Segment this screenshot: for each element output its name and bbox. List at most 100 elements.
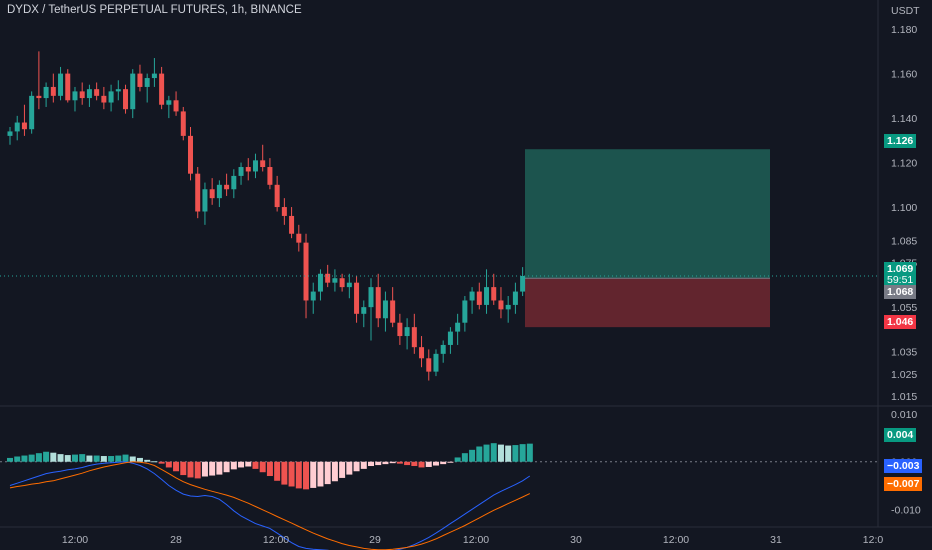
time-axis: 12:00 28 12:00 29 12:00 30 12:00 31 12:0 [62, 534, 884, 546]
histogram-bar [310, 461, 317, 488]
macd-tick-label: -0.010 [891, 504, 921, 516]
candle-body [469, 291, 475, 301]
candle-body [498, 300, 504, 310]
price-tick-label: 1.025 [891, 369, 917, 381]
time-tick-label: 12:00 [463, 534, 489, 546]
candle-body [397, 322, 403, 337]
candle-body [267, 167, 273, 185]
price-tick-label: 1.055 [891, 302, 917, 314]
candle-body [484, 287, 490, 305]
candle-body [14, 122, 20, 132]
histogram-bar [180, 461, 187, 476]
price-tick-label: 1.035 [891, 347, 917, 359]
candle-body [202, 189, 208, 212]
histogram-bar [71, 454, 78, 462]
histogram-bar [317, 461, 324, 487]
histogram-bar [346, 461, 353, 475]
histogram-bar [14, 456, 21, 462]
loss-zone [525, 278, 770, 328]
candle-body [260, 160, 266, 168]
histogram-bar [266, 461, 273, 477]
candle-body [79, 91, 85, 99]
histogram-bar [165, 461, 172, 468]
time-tick-label: 31 [770, 534, 782, 546]
histogram-bar [209, 461, 216, 476]
candle-body [426, 358, 432, 372]
histogram-bar [368, 461, 374, 467]
histogram-bar [483, 444, 490, 462]
price-axis: 1.1801.1601.1401.1201.1001.0851.0751.055… [891, 24, 917, 403]
price-tick-label: 1.120 [891, 158, 917, 170]
histogram-bar [7, 457, 13, 462]
candle-body [382, 300, 388, 319]
current-price-label: 1.069 [884, 262, 917, 276]
histogram-bar [79, 454, 86, 462]
grid [0, 0, 932, 528]
candle-body [94, 89, 100, 96]
histogram-bar [136, 457, 143, 462]
candle-body [476, 291, 482, 305]
candle-body [361, 307, 367, 314]
histogram-bar [122, 454, 129, 462]
candle-body [447, 331, 453, 345]
long-position-zones[interactable] [525, 149, 770, 328]
stop-price-label: 1.046 [884, 315, 917, 329]
candle-body [440, 344, 446, 354]
macd-pane [0, 443, 878, 550]
histogram-bar [418, 461, 425, 468]
histogram-bar [353, 461, 360, 472]
histogram-bar [396, 461, 403, 464]
candle-body [296, 233, 302, 243]
histogram-bar [21, 455, 28, 462]
histogram-bar [425, 461, 432, 467]
histogram-bar [404, 461, 411, 466]
histogram-bar [50, 452, 57, 462]
histogram-bar [223, 461, 230, 473]
candle-body [231, 175, 237, 190]
histogram-bar [93, 455, 100, 462]
histogram-bar [382, 461, 389, 465]
candle-body [404, 327, 410, 337]
histogram-bar [35, 453, 42, 462]
entry-price-label: 1.068 [884, 285, 917, 299]
histogram-bar [28, 454, 35, 462]
histogram-bar [432, 461, 439, 466]
histogram-bar [469, 449, 476, 462]
candle-body [144, 78, 150, 87]
time-tick-label: 12:00 [263, 534, 289, 546]
candle-body [216, 184, 222, 199]
candle-body [433, 353, 439, 372]
signal-value-label: −0.007 [884, 477, 923, 491]
candle-body [512, 291, 518, 305]
histogram-bar [339, 461, 346, 478]
histogram-bar [144, 459, 151, 462]
histogram-bar [173, 461, 180, 472]
histogram-bar [64, 455, 71, 462]
candle-body [419, 347, 425, 359]
candle-body [462, 300, 468, 323]
candle-body [346, 282, 352, 288]
histogram-bar [216, 461, 223, 475]
histogram-bar [526, 443, 533, 462]
candle-body [491, 287, 497, 301]
candle-body [137, 73, 143, 87]
symbol-title[interactable]: DYDX / TetherUS PERPETUAL FUTURES, 1h, B… [7, 4, 302, 16]
candle-body [180, 111, 186, 136]
time-tick-label: 29 [369, 534, 381, 546]
macd-value-label: −0.003 [884, 459, 923, 473]
target-price-label: 1.126 [884, 134, 917, 148]
candle-body [317, 273, 323, 292]
histogram-bar [108, 456, 115, 462]
histogram-bar [288, 461, 295, 487]
histogram-bar [43, 451, 50, 462]
candle-body [224, 184, 230, 190]
candle-body [245, 167, 251, 172]
price-tick-label: 1.015 [891, 391, 917, 403]
candle-body [130, 73, 136, 110]
candle-body [520, 276, 526, 292]
candle-body [86, 89, 92, 99]
histogram-bar [519, 444, 526, 462]
candle-body [21, 122, 27, 130]
candle-body [209, 189, 215, 199]
